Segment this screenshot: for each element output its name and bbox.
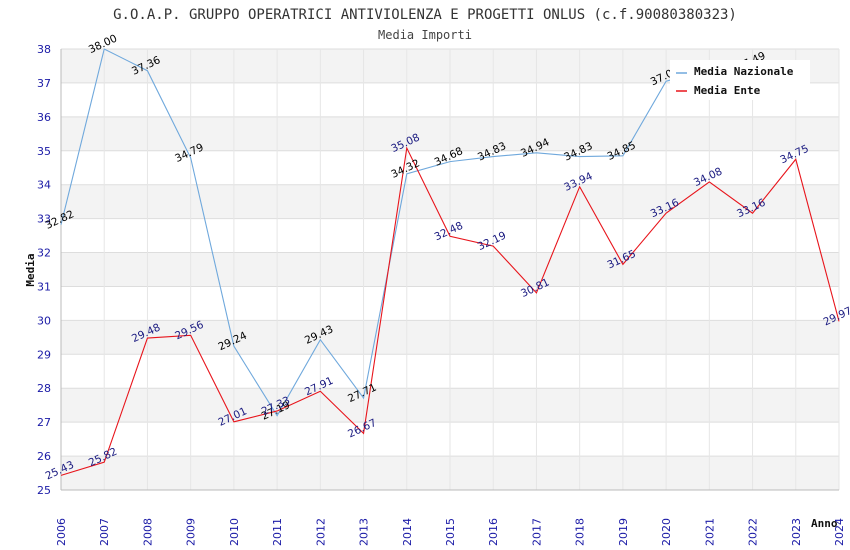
legend-label-media-ente: Media Ente [694,84,761,97]
x-tick-label: 2022 [747,518,760,546]
y-tick-label: 28 [37,382,51,395]
x-tick-label: 2009 [185,518,198,546]
legend-box [670,60,810,100]
y-tick-label: 37 [37,77,51,90]
x-tick-label: 2007 [98,518,111,546]
x-tick-label: 2006 [55,518,68,546]
y-tick-label: 26 [37,450,51,463]
y-tick-label: 32 [37,247,51,260]
x-tick-label: 2012 [314,518,327,546]
y-axis-label: Media [24,253,37,286]
data-label: 32.19 [476,230,508,254]
x-tick-label: 2024 [833,518,846,546]
y-tick-label: 35 [37,145,51,158]
x-tick-label: 2014 [401,518,414,546]
y-tick-label: 33 [37,213,51,226]
x-tick-label: 2023 [790,518,803,546]
y-tick-label: 30 [37,314,51,327]
x-tick-label: 2019 [617,518,630,546]
x-tick-label: 2016 [487,518,500,546]
data-label: 34.32 [389,157,421,181]
series-line-0 [60,48,753,417]
x-tick-label: 2015 [444,518,457,546]
series-line-1 [60,146,840,476]
chart-title: G.O.A.P. GRUPPO OPERATRICI ANTIVIOLENZA … [113,7,737,23]
x-tick-label: 2018 [574,518,587,546]
legend: Media Nazionale Media Ente [670,60,810,100]
x-tick-label: 2013 [358,518,371,546]
series-lines [60,48,840,476]
y-tick-label: 38 [37,43,51,56]
data-label: 32.48 [433,220,465,244]
x-tick-label: 2021 [703,518,716,546]
legend-label-media-nazionale: Media Nazionale [694,65,794,78]
y-tick-label: 27 [37,416,51,429]
x-tick-label: 2020 [660,518,673,546]
x-tick-label: 2010 [228,518,241,546]
x-tick-label: 2008 [141,518,154,546]
y-tick-label: 31 [37,280,51,293]
x-axis-ticks: 2006 2007 2008 2009 2010 2011 2012 2013 2014 2015… [55,518,846,546]
chart-subtitle: Media Importi [378,28,472,42]
y-tick-label: 34 [37,179,51,192]
x-axis-label: Anno [811,517,838,530]
y-tick-label: 36 [37,111,51,124]
gridlines [60,48,840,491]
x-tick-label: 2011 [271,518,284,546]
x-tick-label: 2017 [530,518,543,546]
y-axis-ticks: 25 26 27 28 29 30 31 32 33 34 35 36 37 38 [37,43,51,497]
y-tick-label: 25 [37,484,51,497]
y-tick-label: 29 [37,348,51,361]
